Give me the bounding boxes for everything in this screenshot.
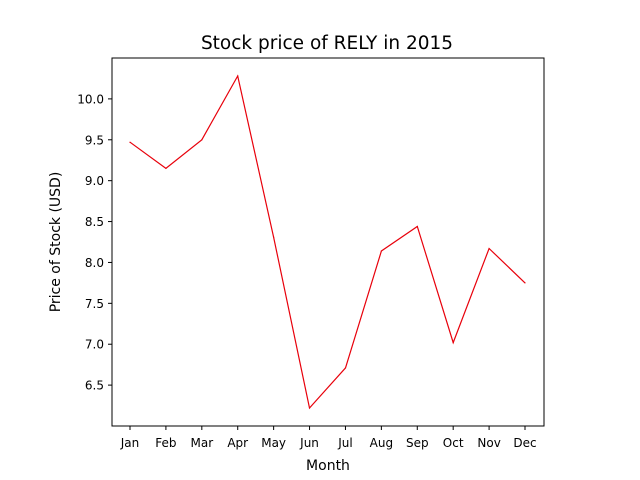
series-line [129, 74, 526, 410]
y-tick-label: 7.0 [85, 338, 104, 352]
data-point [308, 407, 311, 409]
data-point [416, 225, 418, 228]
data-point [524, 282, 526, 284]
y-tick-label: 8.5 [85, 215, 104, 229]
y-axis: 6.5 7.0 7.5 8.0 8.5 9.0 9.5 10.0 [77, 92, 112, 393]
x-tick-label: Apr [227, 436, 248, 450]
x-tick-label: May [261, 436, 286, 450]
plot-area [129, 74, 526, 410]
data-point [273, 236, 275, 238]
x-tick-label: Jun [299, 436, 319, 450]
x-tick-label: Oct [443, 436, 464, 450]
data-point [452, 341, 454, 344]
chart-title: Stock price of RELY in 2015 [201, 33, 453, 54]
x-axis-label: Month [306, 458, 350, 474]
data-point [380, 250, 382, 252]
data-point [344, 367, 347, 369]
y-tick-label: 9.5 [85, 133, 104, 147]
y-tick-label: 8.0 [85, 256, 104, 270]
y-tick-label: 10.0 [77, 92, 104, 106]
plot-frame [111, 57, 545, 427]
data-point [237, 75, 239, 77]
x-tick-label: Feb [155, 436, 176, 450]
y-tick-label: 9.0 [85, 174, 104, 188]
x-axis: Jan Feb Mar Apr May Jun Jul Aug Sep Oct Nov Dec [120, 426, 537, 450]
data-point [129, 141, 131, 143]
x-tick-label: Mar [190, 436, 213, 450]
x-tick-label: Sep [406, 436, 429, 450]
x-tick-label: Nov [477, 436, 500, 450]
data-point [488, 247, 490, 250]
x-tick-label: Jul [337, 436, 352, 450]
x-tick-label: Aug [370, 436, 393, 450]
x-tick-label: Dec [513, 436, 536, 450]
x-tick-label: Jan [120, 436, 140, 450]
y-axis-label: Price of Stock (USD) [48, 172, 64, 313]
y-tick-label: 7.5 [85, 297, 104, 311]
data-point [165, 167, 167, 169]
data-point [201, 139, 203, 141]
y-tick-label: 6.5 [85, 379, 104, 393]
